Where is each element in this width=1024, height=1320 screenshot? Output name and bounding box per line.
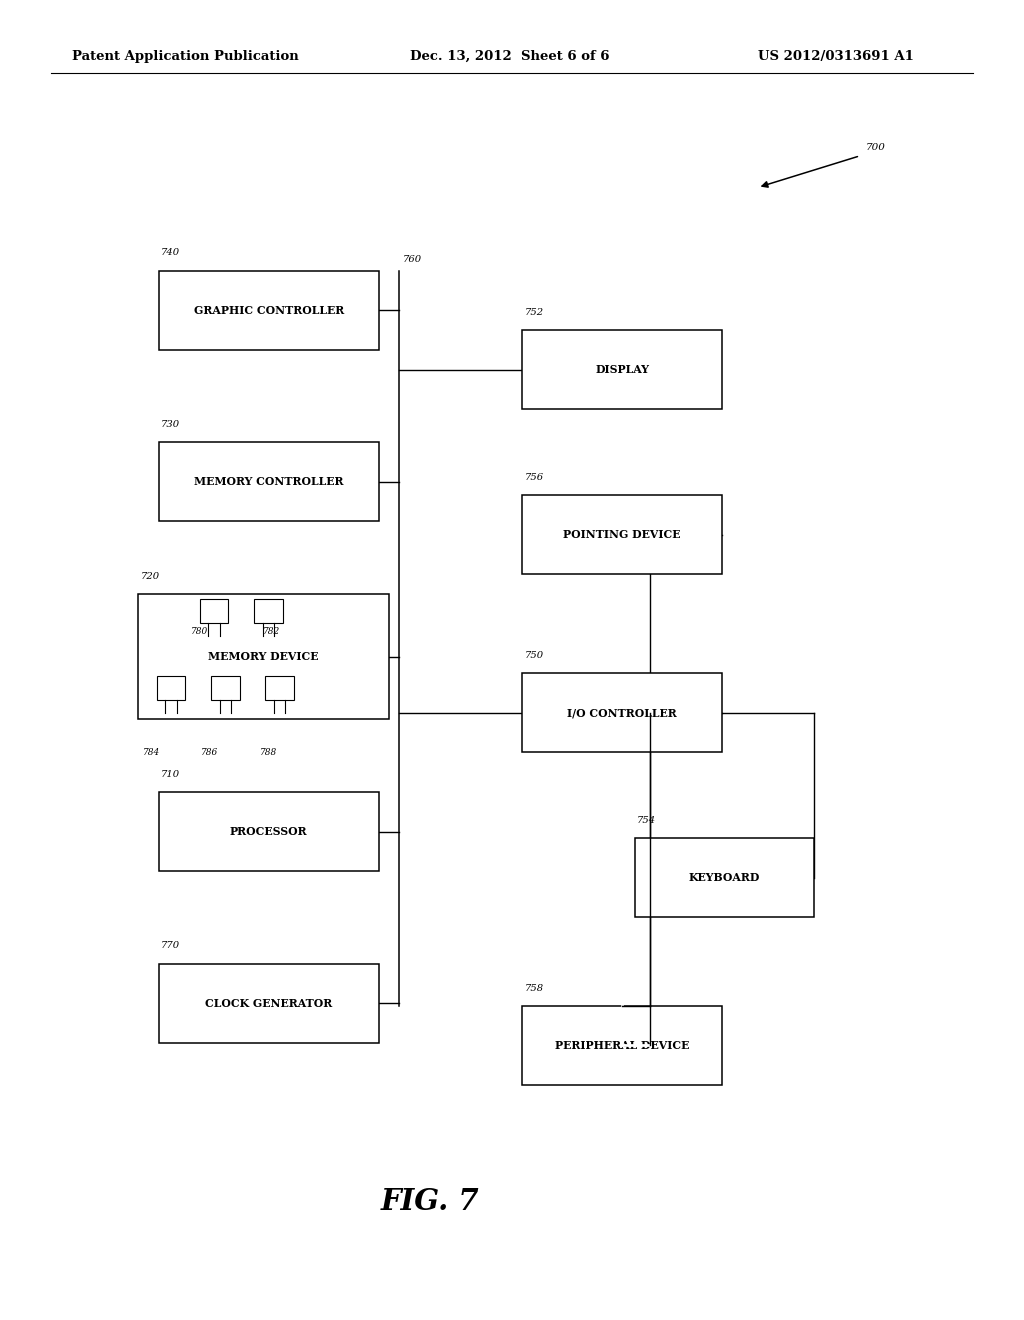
Bar [159, 964, 379, 1043]
Bar [522, 330, 722, 409]
Text: 752: 752 [524, 308, 544, 317]
Text: 720: 720 [140, 572, 160, 581]
Bar [211, 676, 240, 700]
Text: 756: 756 [524, 473, 544, 482]
Text: CLOCK GENERATOR: CLOCK GENERATOR [205, 998, 333, 1008]
Text: PERIPHERAL DEVICE: PERIPHERAL DEVICE [555, 1040, 689, 1051]
Text: MEMORY DEVICE: MEMORY DEVICE [209, 651, 318, 663]
Text: 758: 758 [524, 983, 544, 993]
Text: KEYBOARD: KEYBOARD [689, 873, 760, 883]
Text: Patent Application Publication: Patent Application Publication [72, 50, 298, 63]
Text: 710: 710 [161, 770, 180, 779]
Text: 750: 750 [524, 651, 544, 660]
Text: 786: 786 [202, 748, 218, 758]
Text: US 2012/0313691 A1: US 2012/0313691 A1 [758, 50, 913, 63]
Text: 780: 780 [191, 627, 208, 636]
Bar [522, 495, 722, 574]
Text: 760: 760 [402, 255, 422, 264]
Text: I/O CONTROLLER: I/O CONTROLLER [567, 708, 677, 718]
Text: 754: 754 [637, 816, 656, 825]
Text: POINTING DEVICE: POINTING DEVICE [563, 529, 681, 540]
Text: PROCESSOR: PROCESSOR [230, 826, 307, 837]
Text: DISPLAY: DISPLAY [595, 364, 649, 375]
Bar [522, 673, 722, 752]
Bar [254, 599, 283, 623]
Text: FIG. 7: FIG. 7 [381, 1187, 479, 1216]
Bar [265, 676, 294, 700]
Text: MEMORY CONTROLLER: MEMORY CONTROLLER [195, 477, 343, 487]
Bar [159, 442, 379, 521]
Text: GRAPHIC CONTROLLER: GRAPHIC CONTROLLER [194, 305, 344, 315]
Bar [159, 792, 379, 871]
Text: Dec. 13, 2012  Sheet 6 of 6: Dec. 13, 2012 Sheet 6 of 6 [410, 50, 609, 63]
Bar [200, 599, 228, 623]
Text: 730: 730 [161, 420, 180, 429]
Bar [157, 676, 185, 700]
Text: 788: 788 [260, 748, 276, 758]
Text: 700: 700 [865, 143, 885, 152]
Bar [138, 594, 389, 719]
Bar [635, 838, 814, 917]
Text: 740: 740 [161, 248, 180, 257]
Text: 782: 782 [263, 627, 280, 636]
Text: 770: 770 [161, 941, 180, 950]
Bar [159, 271, 379, 350]
Bar [522, 1006, 722, 1085]
Text: 784: 784 [143, 748, 160, 758]
